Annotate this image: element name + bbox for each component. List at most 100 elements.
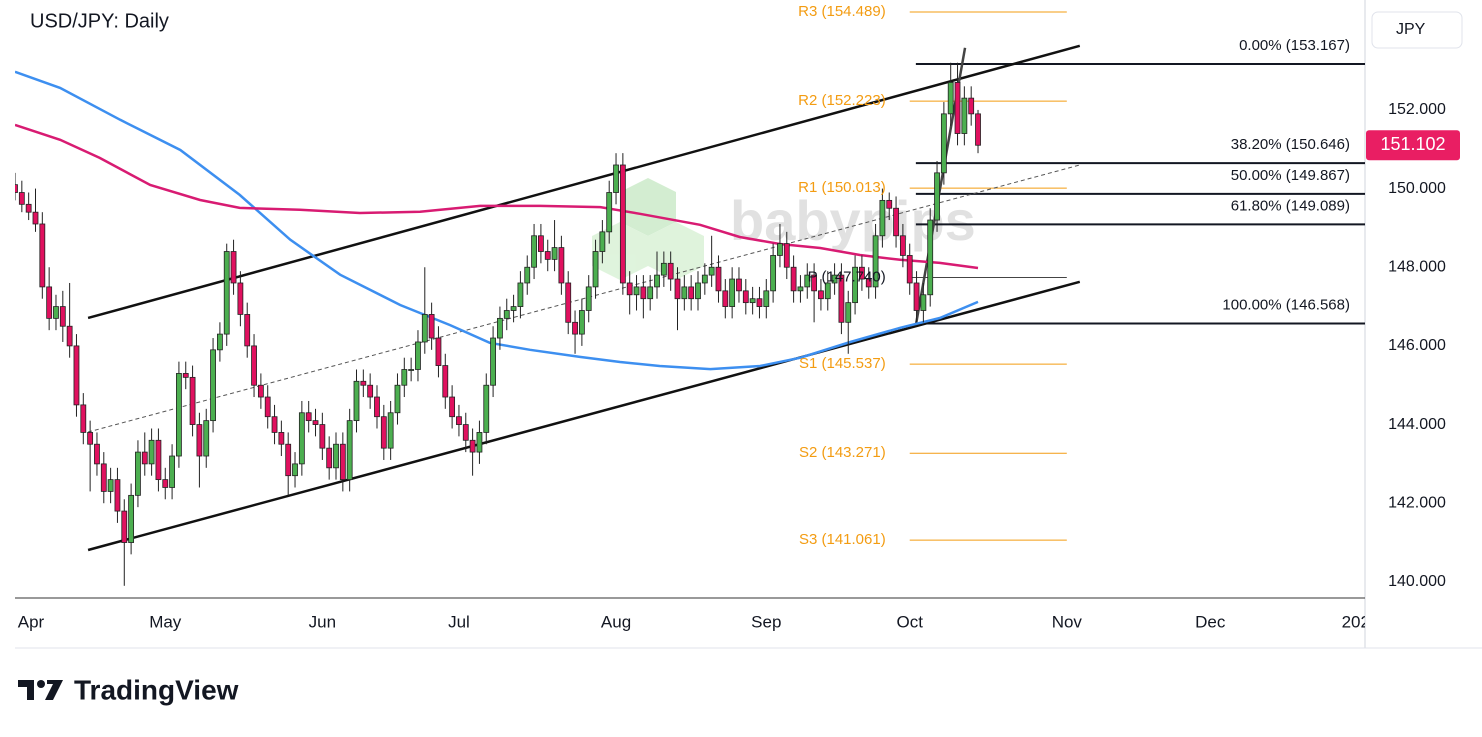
candle-body: [380, 416, 387, 449]
candle-body: [647, 286, 654, 300]
candle-body: [25, 203, 32, 213]
candle-body: [251, 345, 257, 386]
fib-label: 61.80% (149.089): [1231, 197, 1350, 214]
candle-body: [544, 251, 551, 260]
pivot-label: S1 (145.537): [799, 355, 886, 372]
candle-body: [783, 243, 790, 268]
candle-body: [483, 384, 490, 433]
brand-name: TradingView: [74, 674, 239, 705]
candle-body: [421, 314, 428, 343]
candle-body: [667, 262, 674, 280]
candle-body: [777, 243, 783, 256]
candle-body: [333, 443, 339, 469]
candle-body: [176, 373, 182, 457]
candle-body: [961, 97, 968, 134]
candle-body: [906, 255, 913, 284]
candle-body: [46, 286, 53, 319]
candle-body: [899, 235, 906, 256]
candle-body: [749, 298, 756, 304]
candle-body: [367, 384, 374, 398]
y-tick-label: 150.000: [1388, 180, 1446, 197]
candle-body: [681, 286, 688, 300]
fib-label: 38.20% (150.646): [1231, 136, 1350, 153]
candle-body: [114, 479, 121, 512]
candle-body: [497, 317, 503, 339]
candle-body: [715, 266, 722, 292]
candle-body: [148, 439, 155, 465]
trendline: [87, 164, 1080, 433]
candle-body: [312, 420, 319, 425]
candle-body: [257, 384, 264, 398]
candle-body: [585, 286, 592, 311]
candle-body: [742, 290, 749, 304]
moving-average: [15, 123, 979, 270]
candle-body: [852, 266, 858, 304]
candle-body: [408, 369, 415, 371]
candle-body: [490, 337, 496, 386]
candle-body: [913, 282, 920, 311]
candle-body: [39, 223, 46, 288]
candle-body: [449, 396, 456, 418]
candle-body: [968, 97, 975, 115]
candle-body: [435, 337, 442, 366]
candle-body: [927, 219, 934, 296]
candle-body: [831, 274, 838, 284]
candle-body: [107, 479, 114, 492]
candle-body: [244, 314, 251, 347]
candle-body: [216, 333, 223, 351]
candle-body: [613, 164, 619, 193]
candle-body: [531, 235, 537, 268]
candle-body: [538, 235, 544, 252]
candle-body: [135, 451, 141, 496]
candle-body: [674, 278, 681, 300]
candle-body: [797, 286, 804, 292]
x-tick-label: May: [149, 612, 182, 631]
x-tick-label: Nov: [1052, 612, 1083, 631]
candle-body: [865, 278, 872, 288]
currency-button[interactable]: [1371, 11, 1463, 49]
x-tick-label: Jul: [448, 612, 470, 631]
candle-body: [428, 314, 435, 339]
x-tick-label: 2025: [1342, 612, 1380, 631]
fib-label: 100.00% (146.568): [1222, 297, 1350, 314]
candle-body: [285, 443, 292, 477]
pivot-label: R2 (152.223): [798, 92, 886, 109]
candle-body: [394, 384, 401, 414]
candle-body: [189, 376, 196, 425]
candle-body: [66, 325, 73, 347]
candle-body: [934, 172, 940, 221]
candle-body: [169, 455, 175, 488]
candle-body: [599, 231, 606, 252]
candle-body: [517, 282, 524, 307]
candle-body: [722, 290, 729, 307]
candle-body: [729, 278, 736, 307]
candle-body: [87, 432, 94, 445]
currency-label[interactable]: JPY: [1396, 21, 1426, 38]
candle-body: [374, 396, 380, 418]
last-price-tag: [1366, 130, 1460, 161]
y-tick-label: 142.000: [1388, 494, 1446, 511]
candle-body: [708, 266, 715, 276]
candle-body: [845, 302, 852, 323]
candle-body: [182, 373, 189, 378]
candle-body: [790, 266, 797, 292]
candle-body: [278, 432, 285, 445]
candle-body: [654, 274, 660, 288]
candle-body: [155, 439, 162, 481]
trendline: [87, 44, 1081, 320]
candle-body: [401, 369, 408, 386]
candle-body: [947, 81, 954, 115]
candle-body: [940, 113, 947, 174]
candle-body: [100, 463, 107, 492]
candle-body: [462, 424, 469, 441]
candle-body: [701, 274, 708, 284]
candle-body: [203, 420, 210, 457]
candle-body: [196, 424, 203, 457]
pivot-label: S3 (141.061): [799, 531, 886, 548]
candle-body: [818, 290, 824, 300]
candle-body: [503, 310, 510, 319]
candle-body: [292, 463, 298, 477]
candle-body: [15, 184, 18, 193]
y-tick-label: 148.000: [1388, 258, 1446, 275]
